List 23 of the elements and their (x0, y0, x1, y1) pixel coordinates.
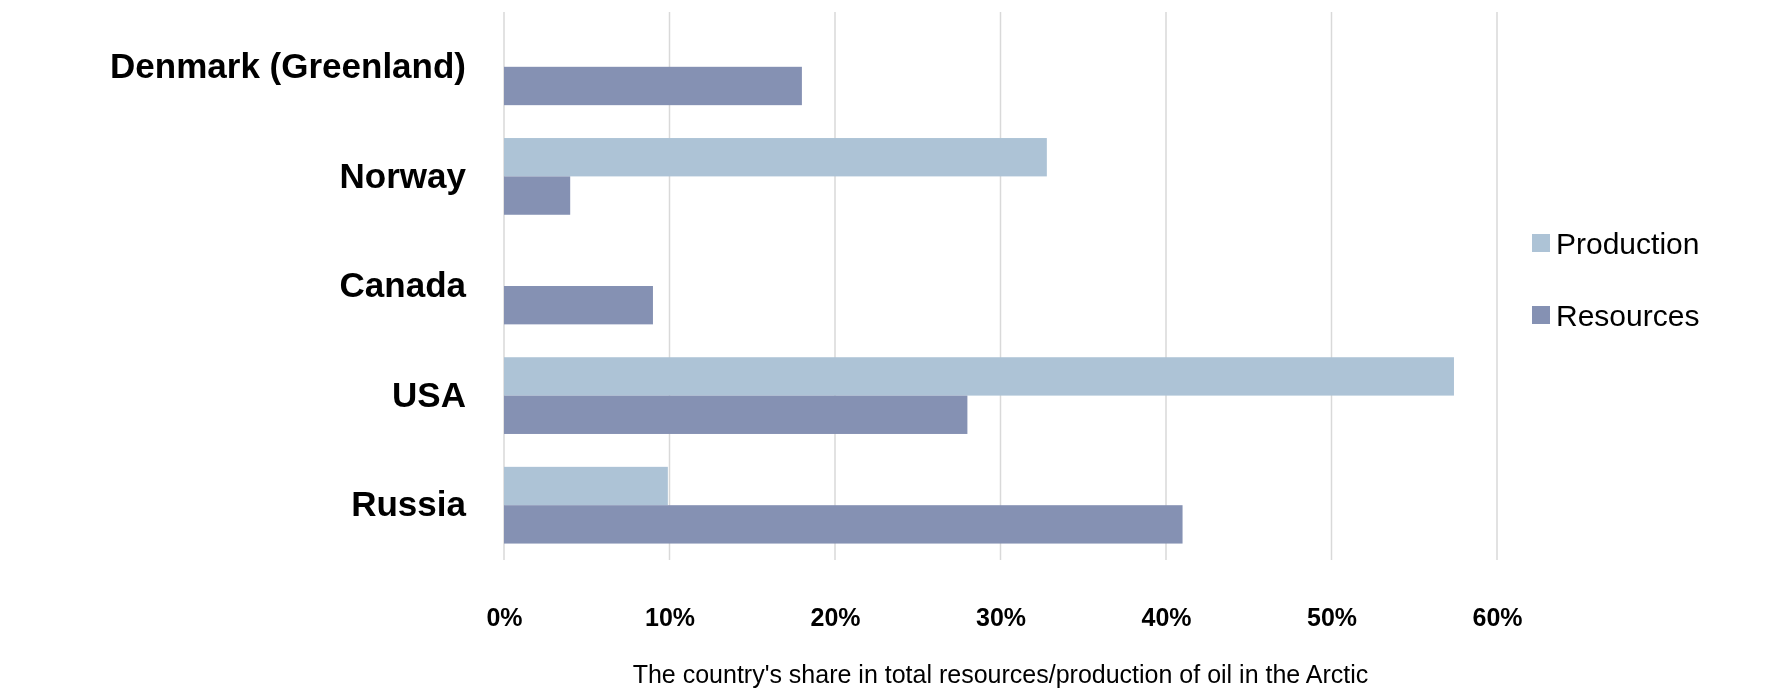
x-tick-label: 0% (486, 602, 523, 631)
x-tick-label: 50% (1306, 602, 1358, 631)
y-tick-label: Canada (339, 265, 467, 305)
y-tick-label: Norway (339, 155, 467, 195)
bar (504, 505, 1183, 544)
x-tick-label: 20% (810, 602, 861, 631)
legend-label: Resources (1556, 298, 1700, 332)
x-tick-label: 40% (1141, 602, 1192, 631)
bar (504, 357, 1454, 396)
x-axis-title: The country's share in total resources/production of oil in the Arctic (632, 660, 1369, 688)
y-tick-label: Russia (351, 484, 467, 524)
x-tick-label: 30% (975, 602, 1027, 631)
bar (504, 66, 802, 106)
bar (504, 138, 1047, 177)
bar (504, 466, 668, 506)
bar (504, 286, 653, 325)
bar (504, 176, 571, 215)
y-tick-label: Denmark (Greenland) (110, 46, 466, 85)
x-tick-label: 60% (1472, 602, 1523, 631)
y-tick-label: USA (392, 374, 466, 414)
legend-label: Production (1556, 226, 1700, 260)
bar (504, 395, 968, 434)
x-tick-label: 10% (644, 602, 696, 631)
